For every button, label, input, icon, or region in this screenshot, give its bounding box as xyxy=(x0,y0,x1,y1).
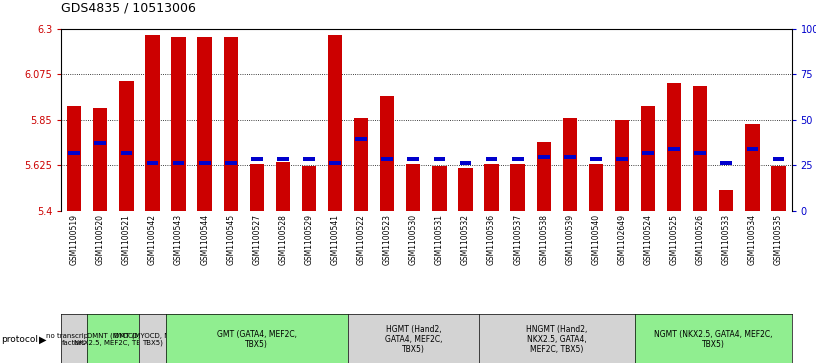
Bar xyxy=(95,141,106,145)
Bar xyxy=(459,168,472,211)
Bar xyxy=(773,157,784,161)
Text: GSM1100535: GSM1100535 xyxy=(774,214,783,265)
Bar xyxy=(459,161,472,165)
Bar xyxy=(747,147,758,151)
Bar xyxy=(642,151,654,155)
Bar xyxy=(771,166,786,211)
Text: GSM1100545: GSM1100545 xyxy=(226,214,235,265)
Text: GSM1102649: GSM1102649 xyxy=(618,214,627,265)
Bar xyxy=(199,161,211,165)
Text: GSM1100541: GSM1100541 xyxy=(330,214,339,265)
Bar xyxy=(251,157,263,161)
Bar xyxy=(302,166,316,211)
Bar xyxy=(719,190,734,211)
Text: DMNT (MYOCD,
NKX2.5, MEF2C, TBX5): DMNT (MYOCD, NKX2.5, MEF2C, TBX5) xyxy=(74,333,153,346)
Bar xyxy=(147,161,158,165)
Text: GSM1100521: GSM1100521 xyxy=(122,214,131,265)
Text: HNGMT (Hand2,
NKX2.5, GATA4,
MEF2C, TBX5): HNGMT (Hand2, NKX2.5, GATA4, MEF2C, TBX5… xyxy=(526,325,588,354)
Text: GSM1100527: GSM1100527 xyxy=(252,214,261,265)
Text: DMT (MYOCD, MEF2C,
TBX5): DMT (MYOCD, MEF2C, TBX5) xyxy=(114,333,190,346)
Bar xyxy=(121,151,132,155)
Text: GSM1100530: GSM1100530 xyxy=(409,214,418,265)
Bar xyxy=(486,157,498,161)
Bar xyxy=(537,142,551,211)
Bar xyxy=(67,106,82,211)
Bar xyxy=(564,155,575,159)
Bar xyxy=(590,157,601,161)
Text: GSM1100536: GSM1100536 xyxy=(487,214,496,265)
Text: ▶: ▶ xyxy=(39,334,47,344)
Text: GSM1100537: GSM1100537 xyxy=(513,214,522,265)
Text: GSM1100544: GSM1100544 xyxy=(200,214,209,265)
Bar xyxy=(303,157,315,161)
Text: GSM1100522: GSM1100522 xyxy=(357,214,366,265)
Bar xyxy=(381,157,393,161)
Bar xyxy=(93,108,108,211)
Bar xyxy=(721,161,732,165)
Bar xyxy=(588,164,603,211)
Text: GSM1100524: GSM1100524 xyxy=(644,214,653,265)
Bar xyxy=(145,35,160,211)
Text: GSM1100534: GSM1100534 xyxy=(748,214,757,265)
Text: GSM1100525: GSM1100525 xyxy=(670,214,679,265)
Bar xyxy=(355,137,367,141)
Text: GSM1100532: GSM1100532 xyxy=(461,214,470,265)
Bar xyxy=(616,157,628,161)
Text: GSM1100540: GSM1100540 xyxy=(592,214,601,265)
Bar xyxy=(406,164,420,211)
Text: GSM1100542: GSM1100542 xyxy=(148,214,157,265)
Bar xyxy=(380,95,394,211)
Bar xyxy=(563,118,577,211)
Bar xyxy=(694,151,706,155)
Bar xyxy=(511,164,525,211)
Text: GMT (GATA4, MEF2C,
TBX5): GMT (GATA4, MEF2C, TBX5) xyxy=(217,330,297,349)
Bar xyxy=(667,83,681,211)
Bar xyxy=(197,37,212,211)
Bar xyxy=(119,81,134,211)
Text: GSM1100529: GSM1100529 xyxy=(304,214,313,265)
Bar xyxy=(250,164,264,211)
Text: GSM1100519: GSM1100519 xyxy=(69,214,78,265)
Bar xyxy=(69,151,80,155)
Text: GSM1100539: GSM1100539 xyxy=(565,214,574,265)
Text: GSM1100520: GSM1100520 xyxy=(95,214,104,265)
Text: GSM1100533: GSM1100533 xyxy=(722,214,731,265)
Bar xyxy=(276,162,290,211)
Bar xyxy=(745,124,760,211)
Text: GSM1100523: GSM1100523 xyxy=(383,214,392,265)
Text: HGMT (Hand2,
GATA4, MEF2C,
TBX5): HGMT (Hand2, GATA4, MEF2C, TBX5) xyxy=(384,325,442,354)
Text: GSM1100543: GSM1100543 xyxy=(174,214,183,265)
Bar xyxy=(668,147,680,151)
Bar xyxy=(407,157,419,161)
Bar xyxy=(538,155,550,159)
Bar xyxy=(641,106,655,211)
Bar xyxy=(614,120,629,211)
Text: GDS4835 / 10513006: GDS4835 / 10513006 xyxy=(61,1,196,15)
Bar xyxy=(512,157,524,161)
Bar xyxy=(173,161,184,165)
Bar xyxy=(329,161,341,165)
Bar xyxy=(277,157,289,161)
Text: GSM1100531: GSM1100531 xyxy=(435,214,444,265)
Bar xyxy=(432,166,446,211)
Bar xyxy=(354,118,368,211)
Text: protocol: protocol xyxy=(1,335,38,344)
Bar xyxy=(433,157,446,161)
Bar xyxy=(693,86,707,211)
Text: no transcription
factors: no transcription factors xyxy=(47,333,102,346)
Text: GSM1100538: GSM1100538 xyxy=(539,214,548,265)
Text: GSM1100528: GSM1100528 xyxy=(278,214,287,265)
Text: GSM1100526: GSM1100526 xyxy=(696,214,705,265)
Bar xyxy=(328,35,342,211)
Text: NGMT (NKX2.5, GATA4, MEF2C,
TBX5): NGMT (NKX2.5, GATA4, MEF2C, TBX5) xyxy=(654,330,773,349)
Bar xyxy=(485,164,499,211)
Bar xyxy=(225,161,237,165)
Bar xyxy=(171,37,186,211)
Bar xyxy=(224,37,238,211)
